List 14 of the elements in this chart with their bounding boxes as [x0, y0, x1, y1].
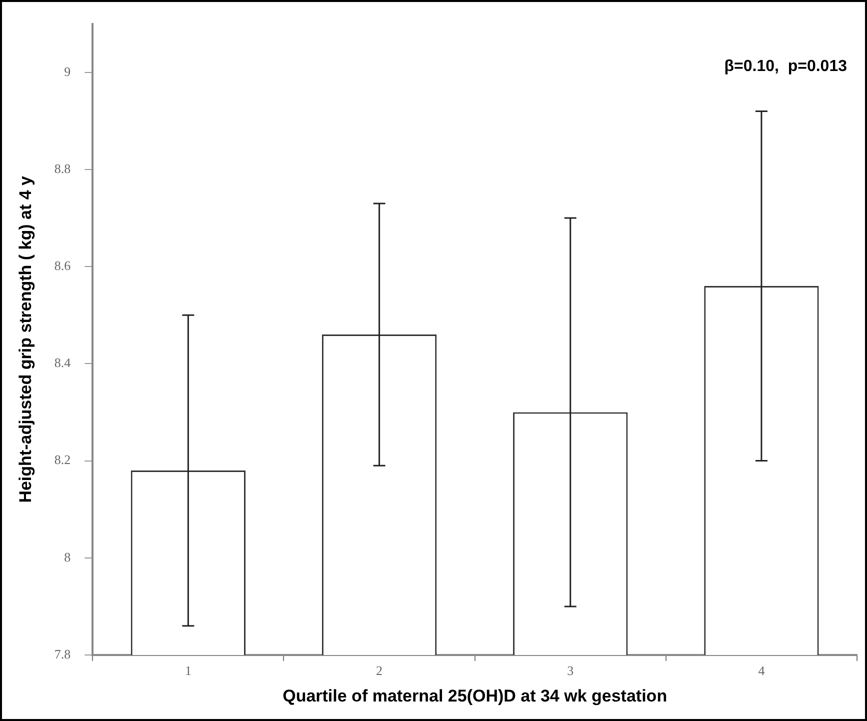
y-tick-label: 8.2 [54, 452, 71, 468]
y-tick-label: 9 [64, 64, 71, 79]
y-tick-label: 8.8 [54, 160, 71, 176]
x-tick-label: 1 [184, 663, 192, 678]
y-tick-label: 8 [64, 549, 71, 564]
x-tick-label: 2 [376, 663, 383, 678]
annotation: β=0.10, p=0.013 [724, 58, 848, 76]
x-axis-title: Quartile of maternal 25(OH)D at 34 wk gestation [282, 686, 668, 706]
y-axis-title: Height-adjusted grip strength ( kg) at 4 y [16, 175, 35, 503]
y-tick-label: 8.4 [54, 355, 72, 370]
y-tick-label: 7.8 [54, 646, 71, 662]
y-tick-label: 8.6 [54, 258, 72, 273]
x-tick-label: 3 [567, 663, 574, 678]
x-tick-label: 4 [758, 663, 766, 678]
